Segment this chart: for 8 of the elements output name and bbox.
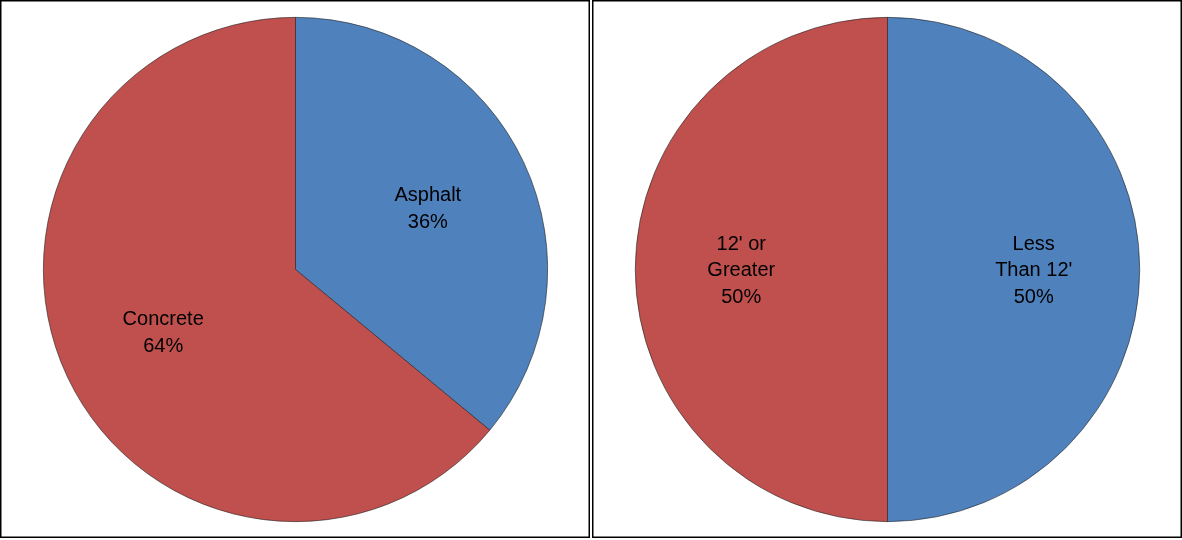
data-label: 50% xyxy=(1013,284,1054,307)
slice-label: Less Than 12' xyxy=(995,232,1073,281)
data-label: 36% xyxy=(407,209,449,232)
slice-label: 12' or Greater xyxy=(707,232,776,281)
slice-label: Concrete xyxy=(122,307,204,330)
data-label: 50% xyxy=(721,284,762,307)
slice-label: Asphalt xyxy=(394,183,462,206)
data-label: 64% xyxy=(143,333,184,356)
